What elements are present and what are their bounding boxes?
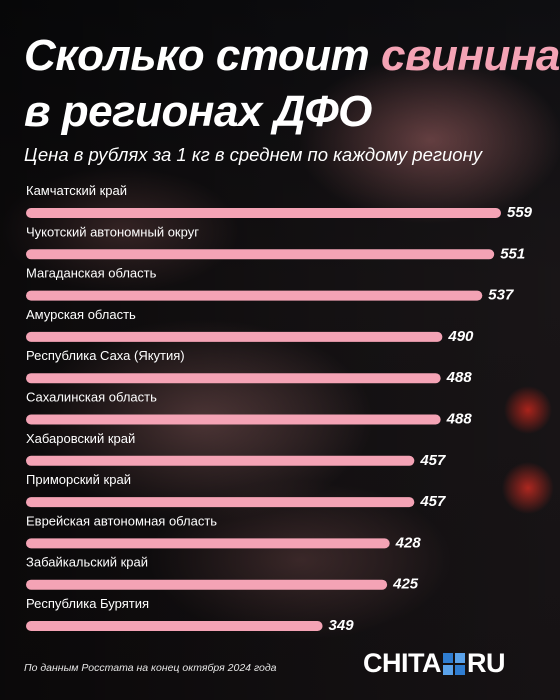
- price-bar: [26, 331, 443, 342]
- price-value-label: 457: [419, 493, 446, 510]
- region-label: Амурская область: [26, 307, 136, 322]
- price-bar: [26, 208, 501, 218]
- price-bar: [26, 249, 495, 260]
- region-label: Чукотский автономный округ: [26, 224, 199, 239]
- region-label: Забайкальский край: [26, 555, 148, 570]
- price-value-label: 428: [395, 534, 422, 551]
- price-bar: [26, 455, 415, 466]
- price-bar: [26, 373, 441, 384]
- title-line-1: Сколько стоит свинина: [24, 34, 560, 78]
- price-value-label: 488: [446, 411, 473, 428]
- price-bar: [26, 414, 441, 425]
- price-value-label: 490: [447, 328, 474, 345]
- region-label: Республика Бурятия: [26, 596, 149, 611]
- price-bar: [26, 290, 483, 301]
- price-value-label: 457: [419, 452, 446, 469]
- price-bar: [26, 497, 415, 508]
- logo-text-left: CHITA: [363, 648, 442, 678]
- price-value-label: 537: [488, 287, 514, 304]
- region-label: Приморский край: [26, 472, 131, 487]
- title-prefix: Сколько стоит: [24, 31, 381, 80]
- source-note: По данным Росстата на конец октября 2024…: [24, 662, 277, 674]
- region-label: Сахалинская область: [26, 390, 157, 405]
- chita-ru-logo: CHITA RU: [363, 648, 506, 679]
- region-label: Хабаровский край: [26, 431, 135, 446]
- price-bar: [26, 538, 390, 549]
- price-bar: [26, 621, 323, 631]
- price-bar: [26, 579, 388, 590]
- logo-text-right: RU: [467, 648, 506, 678]
- logo-squares-icon: [443, 652, 465, 675]
- region-label: Республика Саха (Якутия): [26, 348, 185, 363]
- region-label: Камчатский край: [26, 183, 127, 198]
- region-label: Магаданская область: [26, 266, 157, 281]
- price-value-label: 425: [392, 576, 419, 593]
- price-value-label: 488: [446, 369, 473, 386]
- region-label: Еврейская автономная область: [26, 513, 217, 528]
- chart-subtitle: Цена в рублях за 1 кг в среднем по каждо…: [24, 144, 483, 165]
- title-accent-word: свинина: [380, 31, 560, 80]
- price-value-label: 551: [500, 245, 525, 262]
- price-value-label: 559: [507, 204, 533, 221]
- price-value-label: 349: [329, 617, 355, 634]
- title-line-2: в регионах ДФО: [24, 87, 372, 136]
